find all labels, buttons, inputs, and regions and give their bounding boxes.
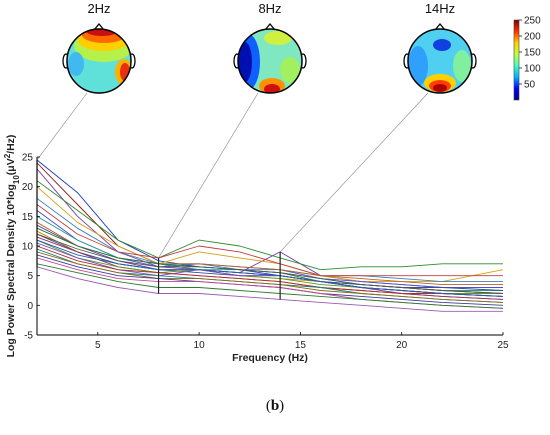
topomap-connector-line <box>158 92 259 259</box>
y-tick-label: 5 <box>27 271 33 282</box>
y-tick-label: 10 <box>22 242 34 253</box>
topomap-title-14hz: 14Hz <box>425 1 455 16</box>
psd-series-line <box>37 198 503 283</box>
topomap-2hz <box>62 22 136 94</box>
topomap-connector-line <box>36 92 88 161</box>
colorbar-strip <box>513 19 520 101</box>
colorbar: 50 100 150 200 250 <box>513 16 541 101</box>
field-left-blue <box>408 46 428 86</box>
head-outline <box>237 28 303 94</box>
y-tick-label: 25 <box>22 153 34 164</box>
psd-series-line <box>37 263 503 309</box>
y-axis-label-main: Log Power Spectral Density 10*log <box>5 184 17 357</box>
field-frontal-yellow <box>264 31 292 45</box>
panel-label-close: ) <box>279 398 285 414</box>
topomap-connector-line <box>279 92 429 253</box>
colorbar-tick-label: 250 <box>524 16 541 27</box>
psd-series-line <box>37 266 503 312</box>
y-axis-label-tail: (μV <box>5 158 17 175</box>
y-tick-label: 0 <box>27 301 33 312</box>
field-left-blue <box>68 52 84 76</box>
panel-label-letter: b <box>270 398 280 414</box>
colorbar-tick-label: 100 <box>524 64 541 75</box>
topomap-14hz-field <box>408 29 472 93</box>
x-tick-label: 15 <box>295 340 307 351</box>
x-tick-label: 20 <box>396 340 408 351</box>
y-tick-label: 20 <box>22 182 34 193</box>
topomap-8hz <box>233 22 307 94</box>
y-axis-label-end: /Hz) <box>5 135 17 154</box>
topomap-title-8hz: 8Hz <box>258 1 281 16</box>
field-occipital-red <box>433 84 447 92</box>
topomap-14hz <box>403 22 477 94</box>
x-ticks: 5 10 15 20 25 <box>95 332 509 351</box>
psd-plot: 5 10 15 20 25 -5 0 5 10 15 20 25 Frequency (Hz) Lo… <box>3 92 509 364</box>
x-tick-label: 5 <box>95 340 101 351</box>
field-right-green <box>453 50 471 82</box>
psd-series-line <box>37 257 503 309</box>
psd-series <box>37 159 503 312</box>
y-tick-label: 15 <box>22 212 34 223</box>
head-outline <box>407 28 473 94</box>
y-axis-label: Log Power Spectral Density 10*log10(μV2/… <box>3 135 21 358</box>
colorbar-tick-label: 50 <box>524 80 536 91</box>
y-axis-label-sub: 10 <box>12 175 21 184</box>
field-occipital-red <box>264 84 280 93</box>
colorbar-tick-label: 200 <box>524 32 541 43</box>
panel-label: (b) <box>0 398 550 415</box>
field-red <box>86 29 118 36</box>
colorbar-tick-label: 150 <box>524 48 541 59</box>
psd-series-line <box>37 233 503 294</box>
colorbar-ticks: 50 100 150 200 250 <box>519 16 541 91</box>
x-tick-label: 25 <box>497 340 509 351</box>
y-axis-label-sup: 2 <box>3 153 12 158</box>
y-ticks: -5 0 5 10 15 20 25 <box>22 153 40 342</box>
y-tick-label: -5 <box>24 331 33 342</box>
psd-series-line <box>37 251 503 303</box>
field-frontal-blue <box>433 39 451 51</box>
topomap-title-2hz: 2Hz <box>87 1 110 16</box>
psd-series-line <box>37 204 503 277</box>
panel-label-open: ( <box>265 398 271 414</box>
x-tick-label: 10 <box>194 340 206 351</box>
psd-series-line <box>37 245 503 297</box>
psd-series-line <box>37 239 503 297</box>
psd-series-line <box>37 180 503 271</box>
topomap-connector-lines <box>36 92 429 259</box>
field-left-darkblue <box>238 42 252 82</box>
head-outline <box>66 28 132 94</box>
x-axis-label: Frequency (Hz) <box>232 352 308 364</box>
field-right-green <box>280 57 300 83</box>
topomap-8hz-field <box>238 29 302 93</box>
psd-series-line <box>37 186 503 283</box>
